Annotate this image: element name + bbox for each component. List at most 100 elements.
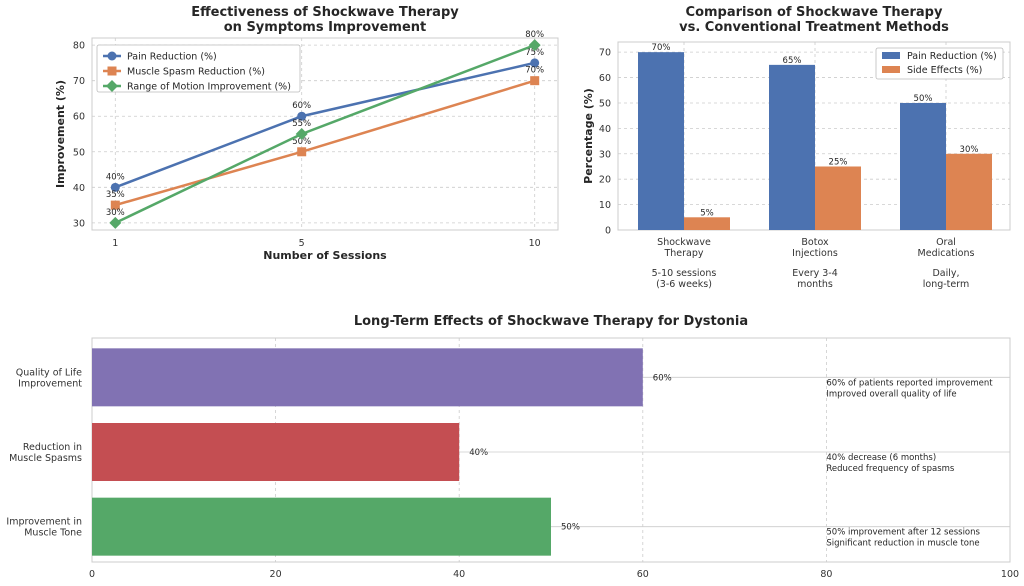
category-note: 5-10 sessions xyxy=(652,268,717,279)
data-label: 30% xyxy=(106,208,125,218)
legend-entry: Pain Reduction (%) xyxy=(127,52,217,63)
y-tick-label: Improvement xyxy=(18,378,82,389)
y-tick-label: Improvement in xyxy=(6,517,82,528)
x-tick-label: Oral xyxy=(936,237,956,248)
line-chart-panel: 30 40 50 60 70 80 1 5 10 Effectiveness of Shockwa… xyxy=(54,5,559,262)
bar xyxy=(92,423,460,481)
data-label: 65% xyxy=(783,56,802,66)
data-point xyxy=(110,200,120,210)
data-label: 50% xyxy=(292,137,311,147)
y-tick-label: 0 xyxy=(605,226,611,237)
data-label: 30% xyxy=(960,145,979,155)
chart-title: on Symptoms Improvement xyxy=(224,20,427,35)
annotation: 50% improvement after 12 sessions xyxy=(826,528,980,538)
data-point xyxy=(530,58,540,68)
category-note: long-term xyxy=(923,279,970,290)
legend-marker xyxy=(107,51,117,61)
data-label: 70% xyxy=(652,43,671,53)
data-point xyxy=(528,39,541,52)
legend-entry: Pain Reduction (%) xyxy=(907,51,997,62)
legend-box xyxy=(96,44,301,93)
y-tick-label: 30 xyxy=(599,149,611,160)
bar xyxy=(684,217,730,230)
bar xyxy=(92,348,643,407)
data-label: 50% xyxy=(914,94,933,104)
x-axis-label: Number of Sessions xyxy=(263,249,387,262)
bar xyxy=(815,166,861,230)
y-tick-label: 40 xyxy=(599,124,611,135)
x-tick-label: 20 xyxy=(270,569,282,580)
y-tick-label: 60 xyxy=(599,73,611,84)
x-tick-label: 5 xyxy=(299,238,305,249)
x-tick-label: 40 xyxy=(453,569,465,580)
data-label: 80% xyxy=(525,30,544,40)
x-tick-label: 80 xyxy=(820,569,832,580)
x-tick-label: Botox xyxy=(801,237,829,248)
data-point xyxy=(297,111,307,121)
data-point xyxy=(530,76,540,86)
legend-box xyxy=(875,47,1004,80)
chart-title: Comparison of Shockwave Therapy xyxy=(686,5,943,20)
y-tick-label: Reduction in xyxy=(23,442,82,453)
data-label: 50% xyxy=(561,523,580,533)
data-label: 40% xyxy=(106,172,125,182)
horizontal-bar-chart-panel: 0 20 40 60 80 100 Long-Term Effects of Shockwa… xyxy=(6,314,1019,580)
y-axis-label: Percentage (%) xyxy=(582,88,595,184)
legend-entry: Side Effects (%) xyxy=(907,65,982,76)
data-point xyxy=(109,216,122,229)
y-tick-label: 10 xyxy=(599,200,611,211)
data-point xyxy=(295,128,308,140)
data-label: 60% xyxy=(653,373,672,383)
y-tick-label: 30 xyxy=(73,218,85,229)
x-tick-label: 100 xyxy=(1001,569,1019,580)
annotation: Improved overall quality of life xyxy=(826,389,956,399)
y-axis-label: Improvement (%) xyxy=(54,80,67,188)
data-point xyxy=(297,147,307,157)
chart-title: vs. Conventional Treatment Methods xyxy=(679,20,949,35)
x-tick-label: Therapy xyxy=(663,248,703,259)
data-label: 35% xyxy=(106,190,125,200)
x-tick-label: 10 xyxy=(529,238,541,249)
legend: Pain Reduction (%) Side Effects (%) xyxy=(875,47,1004,80)
y-tick-label: Quality of Life xyxy=(16,367,82,378)
chart-title: Effectiveness of Shockwave Therapy xyxy=(191,5,459,20)
x-tick-label: 60 xyxy=(637,569,649,580)
y-tick-label: 50 xyxy=(599,98,611,109)
y-tick-label: 70 xyxy=(599,48,611,59)
y-tick-label: 20 xyxy=(599,175,611,186)
data-label: 60% xyxy=(292,101,311,111)
data-point xyxy=(110,182,120,192)
data-label: 70% xyxy=(525,66,544,76)
y-tick-label: 70 xyxy=(73,76,85,87)
x-tick-label: 1 xyxy=(112,238,118,249)
data-label: 25% xyxy=(829,157,848,167)
bar xyxy=(92,497,551,556)
y-tick-label: 80 xyxy=(73,41,85,52)
x-tick-label: Injections xyxy=(792,248,838,259)
annotation: Reduced frequency of spasms xyxy=(826,464,955,474)
legend-marker xyxy=(107,66,117,76)
legend-entry: Muscle Spasm Reduction (%) xyxy=(127,67,265,78)
data-label: 55% xyxy=(292,119,311,129)
legend-marker xyxy=(106,80,118,92)
x-tick-label: Shockwave xyxy=(657,237,711,248)
category-note: months xyxy=(797,279,833,290)
legend-swatch xyxy=(882,52,900,59)
y-tick-label: 50 xyxy=(73,147,85,158)
annotation: 40% decrease (6 months) xyxy=(826,453,936,463)
category-note: Daily, xyxy=(932,268,959,279)
bar xyxy=(946,153,992,230)
annotation: 60% of patients reported improvement xyxy=(826,378,993,388)
chart-title: Long-Term Effects of Shockwave Therapy f… xyxy=(354,314,748,329)
annotation: Significant reduction in muscle tone xyxy=(826,539,979,549)
y-tick-label: Muscle Spasms xyxy=(9,453,82,464)
bar-chart-panel: 0 10 20 30 40 50 60 70 Comparison of Shockwave T… xyxy=(582,5,1011,290)
data-label: 40% xyxy=(469,448,488,458)
legend-swatch xyxy=(882,66,900,73)
category-note: (3-6 weeks) xyxy=(656,279,712,290)
y-tick-label: Muscle Tone xyxy=(24,528,82,539)
data-label: 75% xyxy=(525,48,544,58)
legend-entry: Range of Motion Improvement (%) xyxy=(127,82,291,93)
x-tick-label: Medications xyxy=(918,248,975,259)
